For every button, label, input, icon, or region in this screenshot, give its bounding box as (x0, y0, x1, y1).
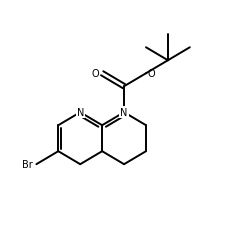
Text: O: O (91, 69, 98, 79)
Text: Br: Br (22, 159, 33, 170)
Text: O: O (147, 69, 155, 79)
Text: N: N (76, 108, 83, 118)
Text: N: N (120, 108, 127, 118)
